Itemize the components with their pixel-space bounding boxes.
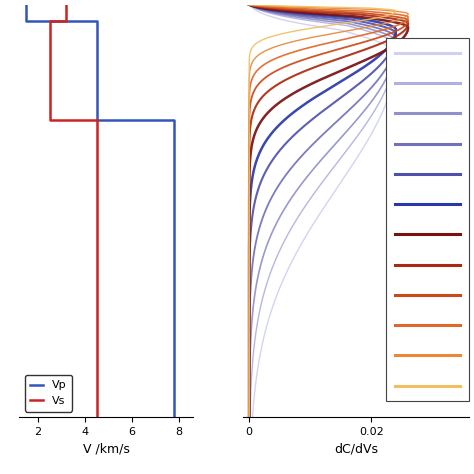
FancyBboxPatch shape bbox=[385, 38, 469, 401]
Legend: Vp, Vs: Vp, Vs bbox=[25, 375, 73, 411]
X-axis label: V /km/s: V /km/s bbox=[82, 442, 129, 456]
X-axis label: dC/dVs: dC/dVs bbox=[334, 442, 378, 456]
